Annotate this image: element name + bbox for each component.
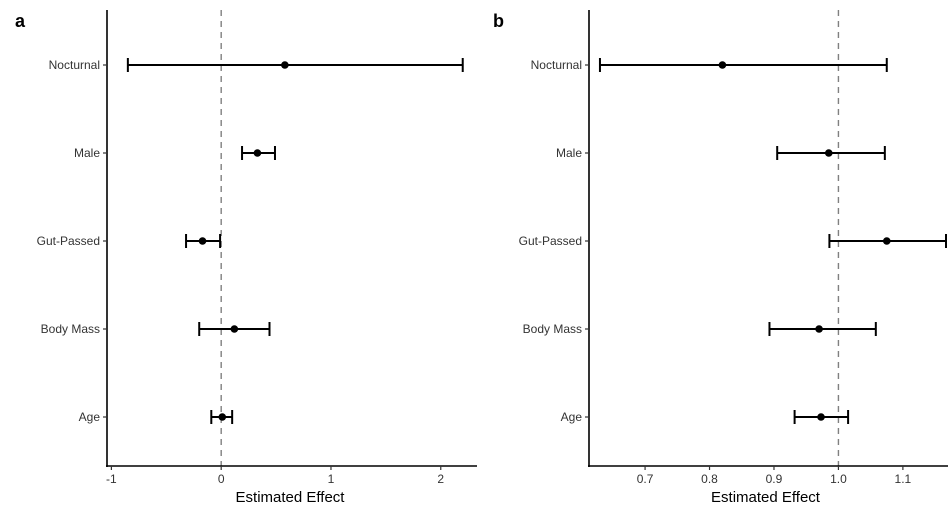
y-tick-label: Gut-Passed [37,234,100,248]
panel-b: b Nocturnal Male Gut-Passed Body Mass Age 0.7 0… [493,10,948,506]
x-tick-label: 1 [328,472,335,486]
panel-label: b [493,11,504,31]
x-tick-label: 0.7 [637,472,654,486]
y-tick-label: Male [74,146,100,160]
x-axis-title: Estimated Effect [711,489,821,506]
estimate-point [815,325,823,333]
x-tick-label: 0.9 [766,472,783,486]
x-axis-title: Estimated Effect [236,489,346,506]
estimate-point [198,237,207,245]
estimate-point [230,325,239,333]
y-tick-label: Nocturnal [49,58,100,72]
estimate-point [218,413,227,421]
panel-a: a Nocturnal Male Gut-Passed Body Mass Age -1 0 1… [15,10,477,506]
x-tick-label: 2 [437,472,444,486]
estimate-point [718,61,727,69]
y-tick-label: Body Mass [41,322,100,336]
y-tick-label: Body Mass [523,322,582,336]
estimate-point [824,149,833,157]
estimate-point [253,149,262,157]
estimate-point [817,413,825,421]
x-tick-label: 0 [218,472,225,486]
panel-label: a [15,11,26,31]
x-tick-label: -1 [106,472,117,486]
x-tick-label: 1.0 [830,472,847,486]
estimate-point [281,61,289,69]
estimate-point [882,237,891,245]
y-tick-label: Age [561,410,583,424]
y-tick-label: Nocturnal [531,58,582,72]
x-tick-label: 0.8 [701,472,718,486]
y-tick-label: Male [556,146,582,160]
y-tick-label: Age [79,410,101,424]
y-tick-label: Gut-Passed [519,234,582,248]
x-tick-label: 1.1 [895,472,912,486]
